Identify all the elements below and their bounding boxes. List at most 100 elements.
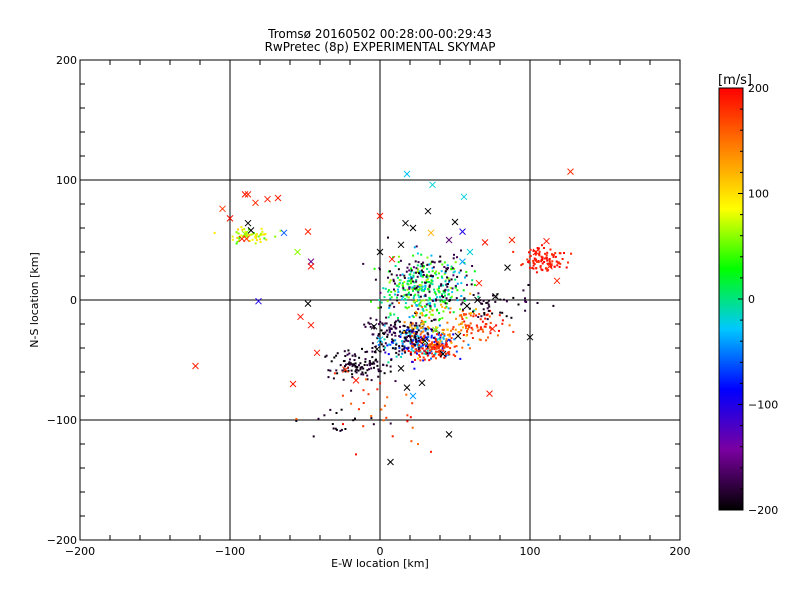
x-marker-stroke <box>247 227 255 234</box>
data-point-dot <box>415 271 417 274</box>
data-point-dot <box>389 370 392 373</box>
data-point-dot <box>429 305 432 308</box>
data-point-dot <box>386 396 389 399</box>
x-marker-stroke <box>397 365 405 372</box>
data-point-dot <box>426 274 428 276</box>
data-point-dot <box>482 330 485 333</box>
data-point-dot <box>417 335 420 338</box>
data-point-dot <box>477 316 480 318</box>
data-point-dot <box>428 346 431 349</box>
y-tick-label: 200 <box>56 54 77 67</box>
data-point-dot <box>440 270 443 273</box>
data-point-dot <box>403 347 406 350</box>
data-point-dot <box>255 233 258 236</box>
data-point-dot <box>412 254 415 257</box>
data-point-dot <box>541 257 544 260</box>
data-point-dot <box>250 233 253 236</box>
data-point-dot <box>332 377 335 380</box>
data-point-dot <box>446 345 449 348</box>
data-point-dot <box>434 338 437 340</box>
data-point-dot <box>377 375 380 378</box>
data-point-dot <box>480 315 483 318</box>
data-point-dot <box>423 334 426 337</box>
data-point-dot <box>412 276 415 279</box>
data-point-dot <box>354 355 357 358</box>
x-marker-stroke <box>307 263 315 270</box>
data-point-dot <box>433 340 436 343</box>
data-point-dot <box>402 324 405 327</box>
data-point-dot <box>477 292 480 295</box>
x-marker-stroke <box>486 390 493 397</box>
data-point-dot <box>421 314 424 317</box>
data-point-dot <box>443 334 446 337</box>
x-tick-label: 0 <box>377 545 384 558</box>
data-point-dot <box>428 344 431 347</box>
data-point-dot <box>390 358 393 361</box>
data-point-dot <box>377 368 380 371</box>
data-point-dot <box>409 280 412 283</box>
data-point-dot <box>340 408 343 411</box>
data-point-dot <box>384 287 387 290</box>
data-point-dot <box>390 333 393 336</box>
data-point-dot <box>433 318 436 321</box>
data-point-dot <box>488 315 491 318</box>
data-point-dot <box>460 249 462 252</box>
data-point-dot <box>483 312 486 314</box>
data-point-dot <box>420 269 423 272</box>
data-point-dot <box>231 235 234 238</box>
data-point-dot <box>420 284 423 287</box>
data-point-dot <box>372 361 375 364</box>
data-point-dot <box>410 276 412 279</box>
data-point-dot <box>425 303 428 306</box>
data-point-x <box>543 237 550 245</box>
data-point-dot <box>387 343 390 346</box>
data-point-dot <box>512 296 515 299</box>
data-point-dot <box>254 237 257 240</box>
data-point-dot <box>389 270 391 273</box>
data-point-dot <box>409 341 412 344</box>
data-point-dot <box>388 306 391 309</box>
data-point-dot <box>414 343 417 346</box>
data-point-x <box>439 350 447 358</box>
data-point-dot <box>444 288 447 291</box>
data-point-dot <box>377 343 380 346</box>
data-point-dot <box>408 263 411 266</box>
data-point-dot <box>428 263 431 266</box>
data-point-dot <box>485 302 488 304</box>
plot-area: −200 −100 0 100 200 −200 −100 0 100 200 <box>47 54 691 558</box>
data-point-dot <box>355 371 358 374</box>
data-point-dot <box>413 246 416 249</box>
data-point-dot <box>399 336 402 338</box>
data-point-dot <box>469 322 472 325</box>
data-point-dot <box>442 336 445 339</box>
data-point-dot <box>365 378 368 381</box>
data-point-dot <box>401 282 404 285</box>
data-point-dot <box>438 272 440 275</box>
data-point-dot <box>453 338 456 341</box>
y-tick-label: 0 <box>70 294 77 307</box>
data-point-dot <box>441 328 444 331</box>
data-point-dot <box>554 252 557 255</box>
data-point-dot <box>369 325 372 328</box>
data-point-dot <box>438 343 440 346</box>
data-point-dot <box>422 339 425 342</box>
data-point-dot <box>420 319 423 322</box>
data-point-dot <box>446 321 449 324</box>
data-point-dot <box>379 321 382 323</box>
data-point-dot <box>383 296 386 299</box>
data-point-dot <box>538 254 541 257</box>
data-point-dot <box>477 295 480 298</box>
data-point-dot <box>547 269 550 272</box>
data-point-x <box>313 349 321 357</box>
data-point-dot <box>427 280 430 283</box>
data-point-dot <box>464 323 467 326</box>
data-point-dot <box>366 369 369 372</box>
data-point-dot <box>383 324 386 327</box>
data-point-dot <box>460 282 463 285</box>
data-point-dot <box>463 297 466 300</box>
colorbar-tick-label: −100 <box>748 399 778 412</box>
data-point-dot <box>438 312 441 315</box>
data-point-dot <box>495 324 498 327</box>
data-point-dot <box>213 231 216 234</box>
data-point-dot <box>379 291 382 294</box>
